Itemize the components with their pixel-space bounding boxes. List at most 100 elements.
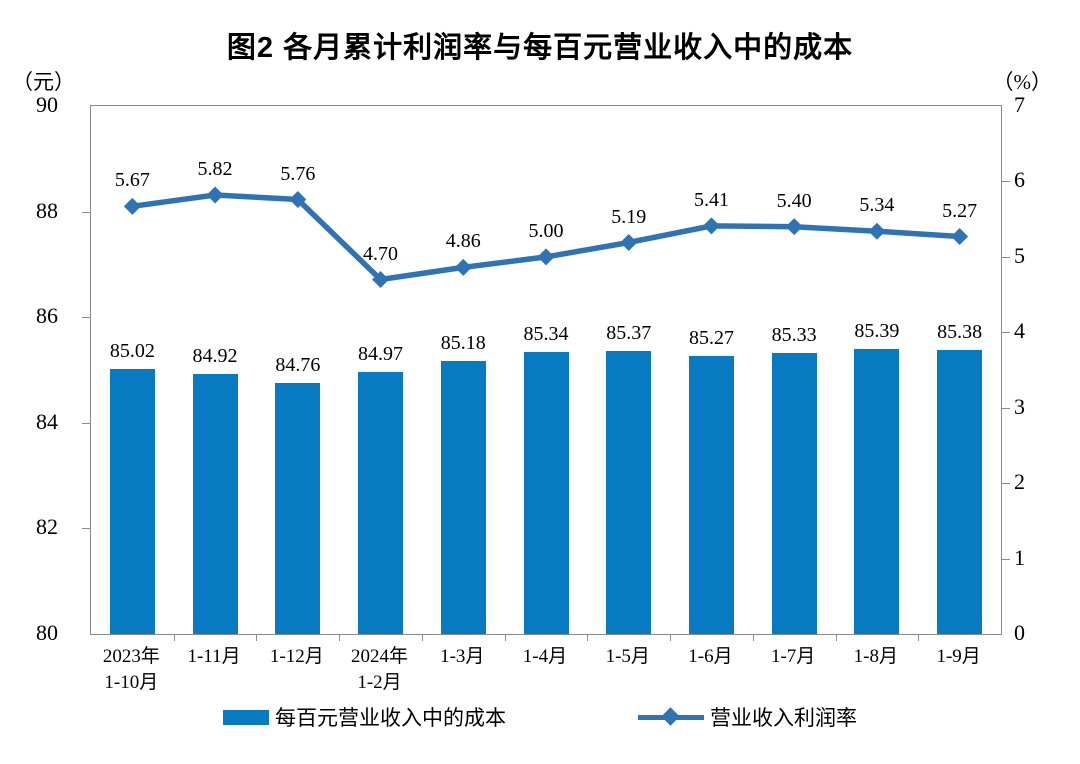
bar-value-label: 84.76 [275,353,321,376]
x-axis-tickmark [173,634,175,641]
bar-value-label: 85.38 [937,320,983,343]
right-axis-tick-label: 4 [1014,318,1025,344]
line-value-label: 5.34 [859,194,895,217]
bar-value-label: 85.02 [109,339,155,362]
line-value-label: 5.19 [611,205,647,228]
x-axis-tickmark [835,634,837,641]
legend: 每百元营业收入中的成本 营业收入利润率 [0,702,1080,732]
x-axis-category-label: 2023年 1-10月 [102,646,160,693]
right-axis-unit-label: （%） [992,70,1053,94]
line-value-label: 4.70 [363,242,399,265]
left-axis-tickmark [82,422,91,424]
x-axis-category-label: 1-5月 [605,646,650,667]
x-axis-tickmark [421,634,423,641]
right-axis-tick-label: 7 [1014,92,1025,117]
x-axis-category-label: 1-4月 [522,646,568,667]
diamond-marker-icon [537,248,555,266]
bar-value-label: 84.92 [192,345,238,368]
legend-line-label: 营业收入利润率 [710,706,857,730]
left-axis-tick-label: 84 [36,408,58,434]
x-axis-category-label: 1-3月 [440,646,485,667]
left-axis-tick-label: 82 [36,514,58,540]
left-axis-tick-label: 90 [36,92,58,117]
bar-value-label: 85.37 [606,321,652,344]
bar [689,355,734,634]
diamond-marker-icon [785,218,803,236]
right-axis-tick-label: 6 [1014,167,1025,193]
bar-value-label: 85.18 [440,331,486,354]
diamond-marker-icon [123,197,141,215]
right-axis-tickmark [1001,181,1010,183]
x-axis-tickmark [918,634,920,641]
right-axis-tick-labels: 7 6 5 4 3 2 1 0 [1014,94,1064,644]
bar [275,382,321,634]
bar [440,360,486,634]
bar [192,374,238,634]
left-axis-unit-label: （元） [12,70,75,94]
diamond-marker-icon [702,217,720,235]
legend-item-bar: 每百元营业收入中的成本 [223,702,506,732]
x-axis-category-label: 1-8月 [853,646,898,667]
left-axis-tick-label: 88 [36,197,58,223]
x-axis-category-label: 1-11月 [187,646,241,667]
x-axis-category-label: 2024年 1-2月 [351,646,409,693]
bar [771,352,817,634]
bar [606,350,652,634]
bar-value-label: 84.97 [358,342,404,365]
line-value-label: 5.82 [197,158,233,180]
diamond-marker-icon [454,258,472,276]
x-axis-tickmark [256,634,258,641]
bar-value-label: 85.39 [854,320,900,343]
line-value-label: 5.67 [114,169,150,192]
bar [523,352,569,634]
legend-bar-label: 每百元营业收入中的成本 [275,706,506,730]
right-axis-tickmark [1001,332,1010,334]
bar [854,349,900,634]
chart-title: 图2 各月累计利润率与每百元营业收入中的成本 [226,32,854,64]
left-axis-tick-label: 86 [36,303,58,329]
bar [109,368,155,634]
line-series [123,186,969,288]
diamond-marker-icon [289,191,307,209]
line-value-label: 5.27 [942,199,978,222]
legend-item-line: 营业收入利润率 [638,702,857,732]
right-axis-tickmark [1001,558,1010,560]
right-axis-tickmark [1001,483,1010,485]
bar-value-label: 85.33 [771,323,817,346]
left-axis-tick-labels: 90 88 86 84 82 80 [0,94,74,644]
x-axis-tickmark [670,634,672,641]
x-axis-tickmark [587,634,589,641]
right-axis-tick-label: 5 [1014,242,1025,268]
right-axis-tick-label: 1 [1014,544,1025,570]
right-axis-tickmark [1001,407,1010,409]
x-axis-tickmark [339,634,341,641]
diamond-marker-icon [620,234,638,252]
x-axis-tickmark [752,634,754,641]
line-swatch-diamond-icon [661,707,680,726]
right-axis-tick-label: 3 [1014,393,1025,419]
x-axis-tickmark [504,634,506,641]
line-value-label: 4.86 [445,230,481,253]
diamond-marker-icon [951,227,969,245]
line-value-label: 5.76 [280,162,316,185]
x-axis-category-label: 1-9月 [936,646,981,667]
left-axis-tickmark [82,317,91,319]
right-axis-tick-label: 0 [1014,620,1025,645]
bar-series-swatch-icon [223,709,269,725]
diamond-marker-icon [206,186,224,204]
diamond-marker-icon [868,222,886,240]
diamond-marker-icon [372,270,390,288]
x-axis-category-label: 1-6月 [688,646,733,667]
right-axis-tick-label: 2 [1014,469,1025,495]
line-series-swatch-icon [638,707,704,726]
line-value-label: 5.41 [693,188,729,211]
left-axis-tick-label: 80 [36,620,58,645]
line-value-label: 5.00 [528,219,564,242]
bar [358,371,403,634]
left-axis-tickmark [82,528,91,530]
x-axis-category-label: 1-7月 [770,646,816,667]
plot-area: 85.02 84.92 84.76 84.97 85.18 85.34 85.37 85.27… [82,105,1010,641]
right-axis-tickmark [1001,256,1010,258]
bar-value-label: 85.34 [523,323,569,345]
